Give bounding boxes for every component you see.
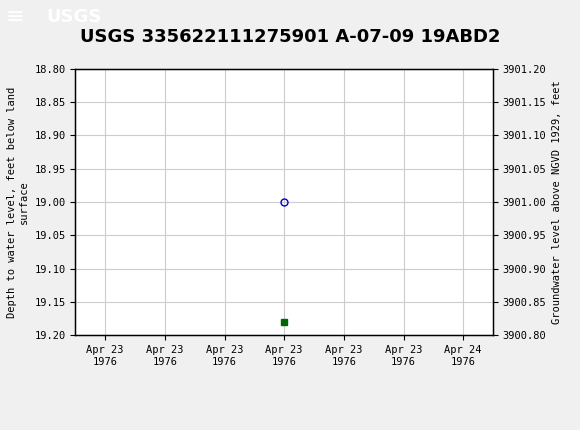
Y-axis label: Depth to water level, feet below land
surface: Depth to water level, feet below land su… (8, 86, 29, 318)
Text: USGS 335622111275901 A-07-09 19ABD2: USGS 335622111275901 A-07-09 19ABD2 (80, 28, 500, 46)
Text: ≡: ≡ (6, 7, 24, 27)
Y-axis label: Groundwater level above NGVD 1929, feet: Groundwater level above NGVD 1929, feet (552, 80, 562, 324)
Text: USGS: USGS (46, 8, 102, 26)
